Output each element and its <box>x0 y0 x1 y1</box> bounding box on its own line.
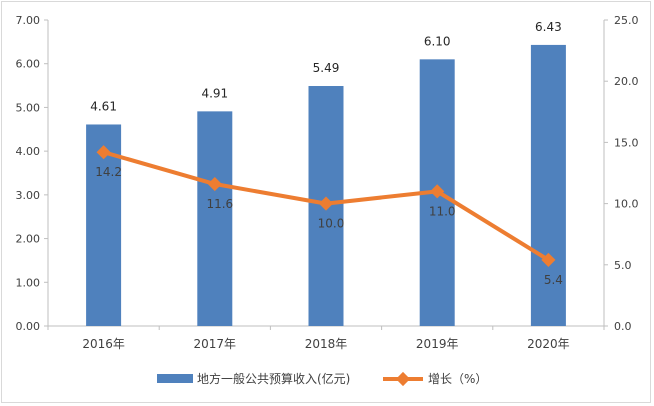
growth-point-marker <box>318 196 334 211</box>
x-tick-label: 2017年 <box>194 337 237 351</box>
growth-data-label: 14.2 <box>95 165 122 179</box>
left-tick-label: 6.00 <box>16 58 41 71</box>
bar-data-label: 5.49 <box>313 61 340 75</box>
bar-data-label: 6.43 <box>535 20 562 34</box>
x-tick-label: 2018年 <box>305 337 348 351</box>
legend-bar-swatch <box>157 374 193 383</box>
right-tick-label: 10.0 <box>614 198 639 211</box>
legend-line-label: 增长（%） <box>428 372 487 386</box>
legend-bar-label: 地方一般公共预算收入(亿元) <box>197 371 350 386</box>
x-tick-label: 2019年 <box>416 337 459 351</box>
growth-data-label: 5.4 <box>544 273 563 287</box>
bar-data-label: 4.61 <box>90 99 117 113</box>
left-tick-label: 7.00 <box>16 14 41 27</box>
growth-point-marker <box>541 252 556 267</box>
growth-data-label: 10.0 <box>318 217 345 231</box>
left-tick-label: 4.00 <box>16 145 41 158</box>
bar <box>197 111 233 326</box>
bar-data-label: 4.91 <box>201 86 228 100</box>
right-tick-label: 5.0 <box>614 259 632 272</box>
bar <box>530 44 566 326</box>
left-tick-label: 0.00 <box>16 320 41 333</box>
left-tick-label: 5.00 <box>16 101 41 114</box>
right-tick-label: 15.0 <box>614 136 639 149</box>
left-tick-label: 2.00 <box>16 233 41 246</box>
growth-point-marker <box>430 184 445 199</box>
left-tick-label: 1.00 <box>16 276 41 289</box>
growth-data-label: 11.6 <box>206 197 233 211</box>
growth-point-marker <box>207 176 222 192</box>
bar-data-label: 6.10 <box>424 34 451 48</box>
growth-data-label: 11.0 <box>429 204 456 218</box>
right-tick-label: 25.0 <box>614 14 639 27</box>
x-tick-label: 2016年 <box>82 337 125 351</box>
legend-line-marker <box>395 371 411 387</box>
x-tick-label: 2020年 <box>527 337 570 351</box>
right-tick-label: 20.0 <box>614 75 639 88</box>
right-tick-label: 0.0 <box>614 320 632 333</box>
left-tick-label: 3.00 <box>16 189 41 202</box>
